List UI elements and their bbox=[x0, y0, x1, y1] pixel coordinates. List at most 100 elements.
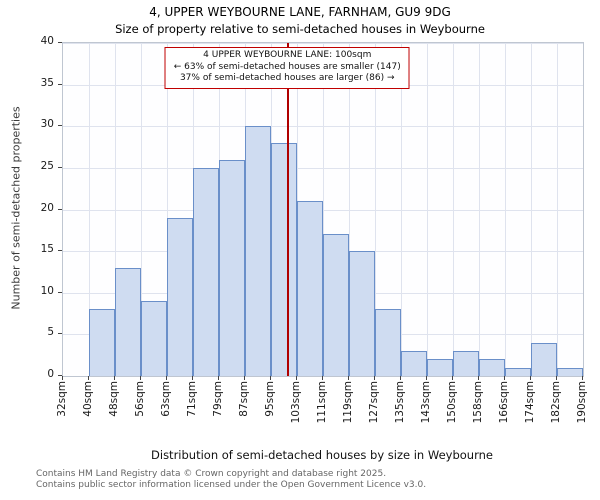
vertical-gridline bbox=[453, 43, 454, 376]
y-tick-label: 40 bbox=[40, 35, 54, 47]
vertical-gridline bbox=[531, 43, 532, 376]
histogram-bar bbox=[479, 359, 505, 376]
vertical-gridline bbox=[323, 43, 324, 376]
x-tick-mark bbox=[270, 376, 271, 380]
x-tick-mark bbox=[140, 376, 141, 380]
x-tick-mark bbox=[322, 376, 323, 380]
x-tick-label-text: 135sqm bbox=[394, 381, 406, 424]
histogram-bar bbox=[89, 309, 115, 376]
histogram-bar bbox=[219, 159, 245, 376]
vertical-gridline bbox=[89, 43, 90, 376]
y-tick-label: 5 bbox=[47, 326, 54, 339]
x-tick-label-text: 119sqm bbox=[342, 381, 354, 424]
x-tick-mark bbox=[400, 376, 401, 380]
x-tick-label: 143sqm bbox=[418, 381, 434, 423]
y-tick-label: 30 bbox=[40, 118, 54, 131]
histogram-bar bbox=[531, 342, 557, 376]
y-tick-mark bbox=[58, 42, 62, 43]
y-tick-mark bbox=[58, 333, 62, 335]
x-tick-label-text: 95sqm bbox=[264, 381, 276, 417]
x-tick-mark bbox=[62, 376, 63, 380]
y-tick-mark bbox=[58, 291, 62, 293]
y-tick-mark bbox=[58, 125, 62, 127]
histogram-bar bbox=[271, 142, 297, 376]
vertical-gridline bbox=[349, 43, 350, 376]
x-tick-label: 103sqm bbox=[288, 381, 304, 423]
footer-line-ogl: Contains public sector information licen… bbox=[36, 480, 427, 490]
histogram-bar bbox=[167, 217, 193, 376]
histogram-bar bbox=[115, 267, 141, 376]
x-axis-label: Distribution of semi-detached houses by … bbox=[151, 448, 493, 462]
x-tick-label-text: 158sqm bbox=[472, 381, 484, 424]
x-tick-label: 111sqm bbox=[314, 381, 330, 423]
y-tick-label: 10 bbox=[40, 284, 54, 297]
y-tick-mark bbox=[58, 208, 62, 210]
histogram-bar bbox=[453, 351, 479, 376]
x-tick-mark bbox=[582, 376, 583, 380]
y-tick-label: 20 bbox=[40, 201, 54, 214]
x-tick-label-text: 79sqm bbox=[212, 381, 224, 417]
x-tick-label-text: 32sqm bbox=[56, 381, 68, 417]
x-tick-mark bbox=[244, 376, 245, 380]
x-tick-label: 166sqm bbox=[496, 381, 512, 423]
plot-area: 4 UPPER WEYBOURNE LANE: 100sqm ← 63% of … bbox=[62, 42, 584, 377]
chart-title: 4, UPPER WEYBOURNE LANE, FARNHAM, GU9 9D… bbox=[149, 5, 451, 19]
histogram-bar bbox=[323, 234, 349, 376]
x-tick-label-text: 103sqm bbox=[290, 381, 302, 424]
histogram-bar bbox=[193, 167, 219, 376]
annotation-property-size: 4 UPPER WEYBOURNE LANE: 100sqm bbox=[203, 50, 372, 60]
x-tick-label-text: 166sqm bbox=[498, 381, 510, 424]
x-tick-label: 79sqm bbox=[210, 381, 226, 417]
y-tick-mark bbox=[58, 83, 62, 85]
x-tick-label: 48sqm bbox=[106, 381, 122, 417]
y-tick-label: 15 bbox=[40, 243, 54, 256]
x-tick-mark bbox=[556, 376, 557, 380]
histogram-bar bbox=[141, 301, 167, 376]
x-tick-label-text: 63sqm bbox=[160, 381, 172, 417]
x-tick-label-text: 71sqm bbox=[186, 381, 198, 417]
x-tick-mark bbox=[374, 376, 375, 380]
x-tick-mark bbox=[192, 376, 193, 380]
vertical-gridline bbox=[427, 43, 428, 376]
x-tick-label-text: 40sqm bbox=[82, 381, 94, 417]
histogram-bar bbox=[349, 251, 375, 376]
histogram-bar bbox=[375, 309, 401, 376]
vertical-gridline bbox=[557, 43, 558, 376]
x-tick-mark bbox=[504, 376, 505, 380]
histogram-bar bbox=[401, 351, 427, 376]
annotation-smaller-stat: ← 63% of semi-detached houses are smalle… bbox=[173, 61, 401, 72]
x-tick-label-text: 111sqm bbox=[316, 381, 328, 424]
vertical-gridline bbox=[115, 43, 116, 376]
x-tick-label-text: 56sqm bbox=[134, 381, 146, 417]
x-tick-label-text: 48sqm bbox=[108, 381, 120, 417]
x-tick-label: 63sqm bbox=[158, 381, 174, 417]
histogram-bar bbox=[297, 201, 323, 376]
vertical-gridline bbox=[479, 43, 480, 376]
x-tick-label: 95sqm bbox=[262, 381, 278, 417]
x-tick-label: 158sqm bbox=[470, 381, 486, 423]
x-tick-mark bbox=[348, 376, 349, 380]
x-tick-label: 174sqm bbox=[522, 381, 538, 423]
x-tick-label-text: 182sqm bbox=[550, 381, 562, 424]
x-tick-label: 127sqm bbox=[366, 381, 382, 423]
property-size-marker-line bbox=[287, 43, 289, 376]
x-tick-label: 71sqm bbox=[184, 381, 200, 417]
histogram-bar bbox=[505, 367, 531, 376]
y-tick-mark bbox=[58, 375, 62, 376]
y-tick-label: 35 bbox=[40, 76, 54, 89]
footer-attribution: Contains HM Land Registry data © Crown c… bbox=[36, 469, 426, 491]
y-tick-mark bbox=[58, 250, 62, 252]
x-tick-label: 150sqm bbox=[444, 381, 460, 423]
vertical-gridline bbox=[375, 43, 376, 376]
x-tick-label: 32sqm bbox=[54, 381, 70, 417]
x-tick-mark bbox=[530, 376, 531, 380]
x-tick-mark bbox=[88, 376, 89, 380]
x-tick-label-text: 190sqm bbox=[576, 381, 588, 424]
footer-line-hm-land-registry: Contains HM Land Registry data © Crown c… bbox=[36, 469, 387, 479]
x-tick-mark bbox=[114, 376, 115, 380]
x-tick-mark bbox=[452, 376, 453, 380]
x-tick-label-text: 150sqm bbox=[446, 381, 458, 424]
y-tick-mark bbox=[58, 166, 62, 168]
x-tick-label-text: 174sqm bbox=[524, 381, 536, 424]
